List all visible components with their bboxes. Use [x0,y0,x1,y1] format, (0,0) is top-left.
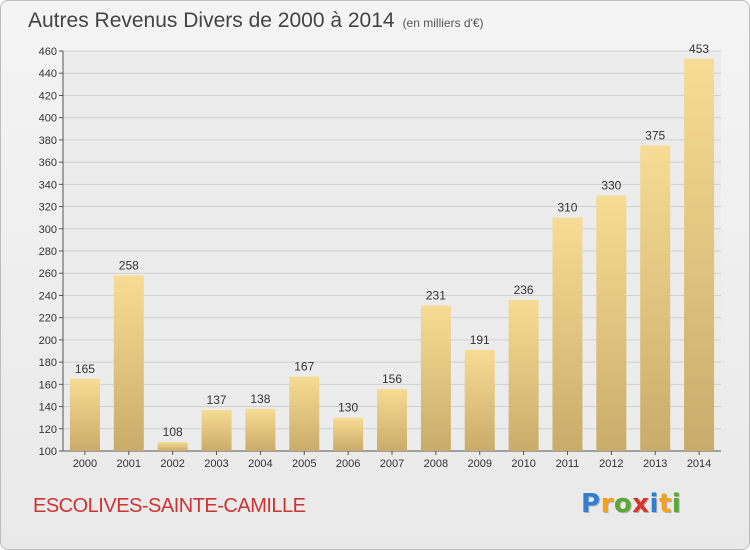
y-tick-label: 140 [39,402,57,414]
bar [245,408,276,451]
bar [377,388,407,451]
bar [333,417,364,451]
data-label: 167 [294,360,314,374]
y-tick-label: 200 [39,335,57,347]
x-tick-label: 2005 [292,458,316,470]
x-tick-label: 2001 [117,458,141,470]
proxiti-logo: Proxiti [581,489,681,519]
x-tick-label: 2000 [73,458,97,470]
data-label: 108 [163,425,183,439]
logo-letter: r [600,489,614,519]
chart-title-unit: (en milliers d'€) [402,16,484,30]
x-tick-label: 2010 [511,458,535,470]
commune-name: ESCOLIVES-SAINTE-CAMILLE [33,495,306,517]
y-tick-label: 160 [39,379,57,391]
bar [201,409,232,451]
y-tick-label: 180 [39,357,57,369]
bar [552,217,583,451]
data-label: 231 [426,288,446,302]
data-label: 453 [689,42,709,56]
y-tick-label: 280 [39,246,57,258]
bar [464,349,495,451]
bar [69,378,100,451]
logo-letter: t [658,489,672,519]
data-label: 310 [557,201,577,215]
data-label: 375 [645,128,665,142]
data-label: 138 [250,392,270,406]
y-tick-label: 320 [39,202,57,214]
y-tick-label: 220 [39,313,57,325]
bar [420,305,451,451]
data-label: 191 [470,333,490,347]
x-tick-label: 2008 [424,458,448,470]
data-label: 236 [514,283,534,297]
chart-title-text: Autres Revenus Divers de 2000 à 2014 [28,9,395,32]
x-tick-label: 2014 [687,458,711,470]
bar [157,442,188,451]
x-tick-label: 2009 [467,458,491,470]
bar [684,58,715,452]
x-tick-label: 2011 [556,458,580,470]
x-tick-label: 2003 [204,458,228,470]
y-tick-label: 300 [39,224,57,236]
bar [113,275,144,451]
bar [508,299,539,451]
y-tick-label: 360 [39,157,57,169]
logo-letter: x [632,489,650,519]
data-label: 156 [382,372,402,386]
data-label: 330 [601,178,621,192]
x-tick-label: 2012 [599,458,623,470]
y-tick-label: 460 [39,46,57,58]
y-tick-label: 260 [39,268,57,280]
data-label: 258 [119,258,139,272]
y-tick-label: 120 [39,424,57,436]
y-tick-label: 400 [39,113,57,125]
x-tick-label: 2002 [160,458,184,470]
data-label: 130 [338,401,358,415]
y-tick-label: 340 [39,179,57,191]
y-tick-label: 420 [39,90,57,102]
bar [596,195,627,451]
bar [289,376,320,451]
y-tick-label: 380 [39,135,57,147]
data-label: 137 [207,393,227,407]
y-tick-label: 440 [39,68,57,80]
y-tick-label: 240 [39,290,57,302]
logo-letter: i [671,489,682,519]
logo-letter: o [613,489,633,519]
y-tick-label: 100 [39,446,57,458]
x-tick-label: 2013 [643,458,667,470]
x-tick-label: 2007 [380,458,404,470]
x-tick-label: 2004 [248,458,272,470]
data-label: 165 [75,362,95,376]
logo-letter: i [649,489,659,519]
chart-title: Autres Revenus Divers de 2000 à 2014 (en … [28,9,484,33]
x-tick-label: 2006 [336,458,360,470]
bar [640,145,671,451]
logo-letter: P [581,489,601,519]
